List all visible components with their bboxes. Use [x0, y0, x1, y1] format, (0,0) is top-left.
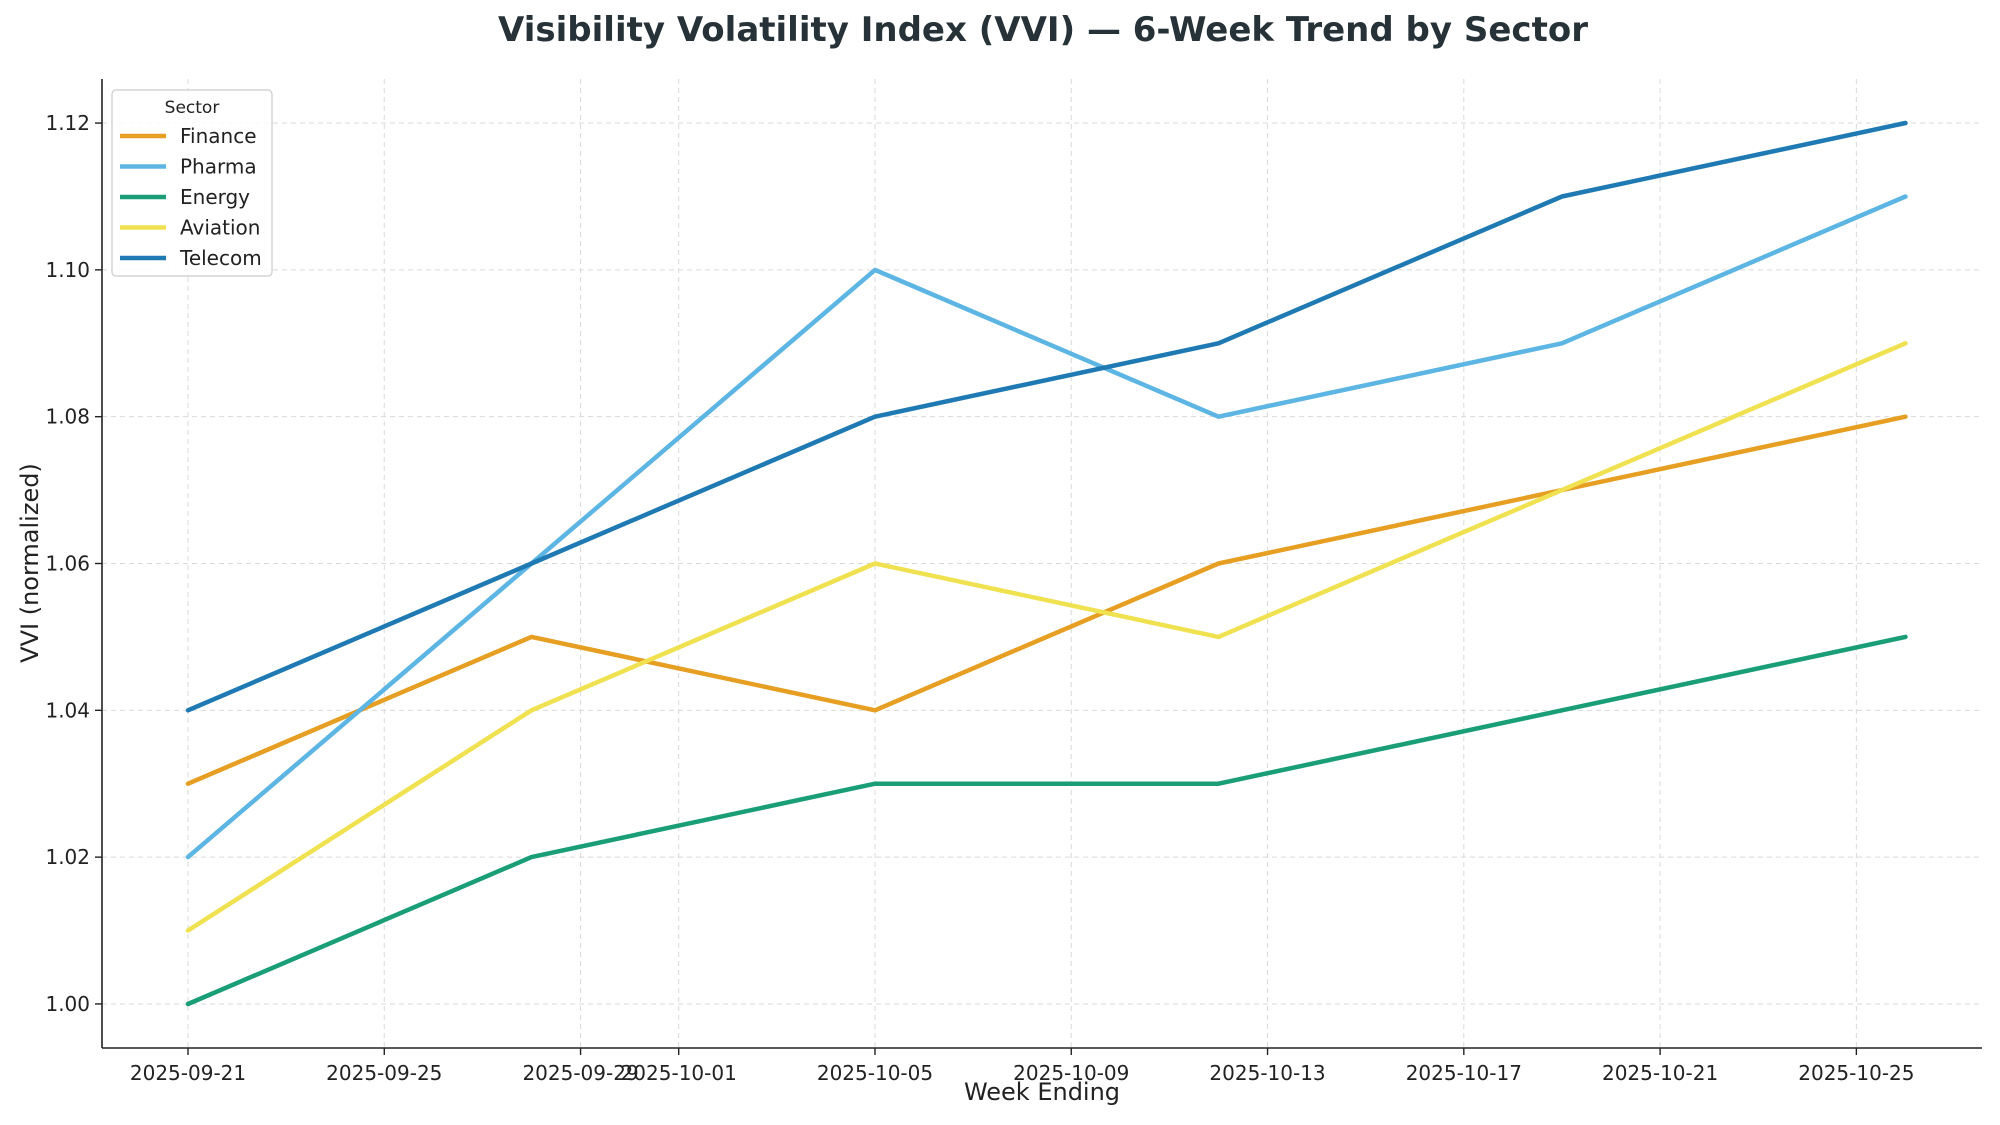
legend-label-aviation: Aviation — [180, 216, 260, 240]
grid-lines — [102, 79, 1982, 1048]
x-tick-label: 2025-09-29 — [522, 1061, 638, 1085]
y-tick-label: 1.06 — [45, 552, 90, 576]
x-axis-label: Week Ending — [964, 1078, 1120, 1106]
series-lines — [185, 120, 1908, 1007]
x-tick-label: 2025-10-17 — [1406, 1061, 1522, 1085]
legend-label-energy: Energy — [180, 185, 250, 209]
series-line-aviation — [185, 341, 1908, 933]
legend: Sector Finance Pharma Energy Aviation Teleco… — [111, 89, 273, 277]
x-tick-label: 2025-10-13 — [1209, 1061, 1325, 1085]
series-line-telecom — [185, 120, 1908, 713]
legend-label-telecom: Telecom — [179, 246, 262, 270]
y-ticks: 1.00 1.02 1.04 1.06 1.08 1.10 1.12 — [45, 111, 102, 1016]
series-line-energy — [185, 634, 1908, 1007]
x-tick-label: 2025-10-25 — [1798, 1061, 1914, 1085]
legend-title: Sector — [165, 98, 220, 118]
y-tick-label: 1.04 — [45, 698, 90, 722]
x-tick-label: 2025-09-21 — [130, 1061, 246, 1085]
y-tick-label: 1.00 — [45, 992, 90, 1016]
y-tick-label: 1.08 — [45, 405, 90, 429]
y-tick-label: 1.02 — [45, 845, 90, 869]
chart-title: Visibility Volatility Index (VVI) — 6-We… — [498, 10, 1588, 50]
x-tick-label: 2025-10-09 — [1013, 1061, 1129, 1085]
x-ticks: 2025-09-21 2025-09-25 2025-09-292025-10-01… — [130, 1048, 1914, 1085]
series-line-finance — [185, 414, 1908, 786]
series-line-pharma — [185, 194, 1908, 860]
legend-label-pharma: Pharma — [180, 155, 257, 179]
x-tick-label: 2025-10-21 — [1602, 1061, 1718, 1085]
x-tick-label: 2025-10-01 — [621, 1061, 737, 1085]
y-axis-label: VVI (normalized) — [16, 463, 44, 663]
x-tick-label: 2025-09-25 — [326, 1061, 442, 1085]
x-tick-label: 2025-10-05 — [817, 1061, 933, 1085]
y-tick-label: 1.12 — [45, 111, 90, 135]
legend-label-finance: Finance — [180, 124, 257, 148]
y-tick-label: 1.10 — [45, 258, 90, 282]
